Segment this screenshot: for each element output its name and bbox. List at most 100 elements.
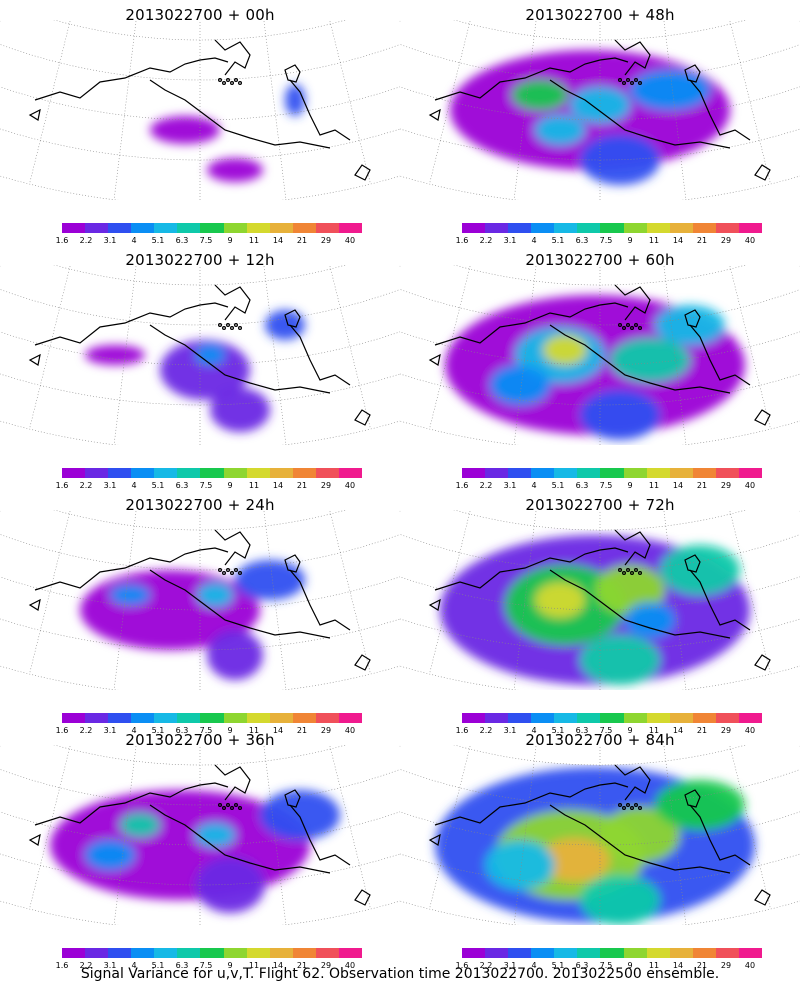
longitude-line [329, 265, 371, 430]
color-scale-swatch [646, 948, 670, 958]
color-scale-tick-label: 5.1 [151, 726, 165, 735]
color-scale-tick-label: 7.5 [199, 961, 213, 970]
color-scale-swatch [200, 713, 224, 723]
coastline-west [28, 108, 41, 121]
coastline-north-asia [34, 57, 229, 101]
coastline-east [289, 569, 351, 631]
color-scale-tick-label: 29 [320, 961, 332, 970]
coastline-islet [230, 80, 235, 85]
longitude-line [0, 745, 1, 747]
longitude-line [0, 20, 1, 22]
coastline-islet [226, 77, 231, 82]
coastline-island [284, 309, 301, 328]
map-panel-12h: 2013022700 + 12h 1.6 2.2 3.1 4 5.1 6.3 7.5 9 11 1… [0, 245, 400, 490]
coastline-islet [222, 805, 227, 810]
coastline-islet [638, 805, 643, 810]
color-scale-swatch [223, 713, 247, 723]
color-scale-ticks: 1.6 2.2 3.1 4 5.1 6.3 7.5 9 11 14 21 29 40 [456, 961, 762, 971]
color-scale-swatch [692, 468, 716, 478]
coastline [428, 764, 771, 906]
variance-contour [197, 583, 233, 607]
color-scale-swatch [269, 713, 293, 723]
color-scale-swatch [246, 468, 270, 478]
latitude-line [400, 769, 800, 806]
coastline-arctic-islands [614, 529, 651, 566]
coastline-east [689, 79, 751, 141]
coastline-islet [626, 322, 631, 327]
coastline-islet [222, 325, 227, 330]
panel-title: 2013022700 + 48h [525, 6, 675, 24]
color-scale-tick-label: 9 [227, 726, 233, 735]
color-scale-tick-label: 4 [131, 481, 137, 490]
coastline-east [289, 79, 351, 141]
color-scale-swatch [577, 948, 601, 958]
color-scale-tick-label: 1.6 [455, 726, 469, 735]
color-scale-tick-label: 40 [344, 481, 356, 490]
color-scale-swatch [462, 713, 486, 723]
color-scale-swatch [315, 223, 339, 233]
color-scale-tick-label: 2.2 [79, 481, 93, 490]
coastline-west [28, 833, 41, 846]
coastline [428, 284, 771, 426]
color-scale-tick-label: 40 [744, 481, 756, 490]
latitude-line [400, 534, 800, 571]
coastline-south-east [354, 889, 371, 906]
color-scale-tick-label: 40 [744, 961, 756, 970]
color-scale-tick-label: 4 [531, 481, 537, 490]
variance-contour [490, 365, 550, 405]
color-scale-bar [462, 948, 763, 958]
color-scale-tick-label: 5.1 [551, 236, 565, 245]
graticule [0, 745, 400, 925]
longitude-line [399, 265, 400, 267]
color-scale-swatch [646, 223, 670, 233]
color-scale-swatch [669, 468, 693, 478]
color-scale-tick-label: 6.3 [175, 961, 189, 970]
coastline-mid [149, 804, 331, 874]
coastline-south-east [754, 409, 771, 426]
coastline-mid [149, 324, 331, 394]
signal-variance-map [400, 265, 800, 445]
color-scale-swatch [531, 468, 555, 478]
coastline-east [689, 804, 751, 866]
color-scale-tick-label: 5.1 [151, 961, 165, 970]
variance-contour [195, 823, 235, 847]
color-scale-bar [462, 713, 763, 723]
coastline-islet [230, 325, 235, 330]
color-scale-swatch [154, 713, 178, 723]
color-scale-tick-label: 14 [672, 961, 684, 970]
color-scale-tick-label: 21 [696, 481, 708, 490]
color-scale-swatch [623, 713, 647, 723]
signal-variance-map [0, 265, 400, 445]
color-scale-ticks: 1.6 2.2 3.1 4 5.1 6.3 7.5 9 11 14 21 29 40 [56, 726, 362, 736]
color-scale-swatch [692, 713, 716, 723]
color-scale-tick-label: 9 [627, 481, 633, 490]
signal-variance-map [400, 20, 800, 200]
color-scale-swatch [692, 948, 716, 958]
variance-contour [535, 582, 585, 618]
coastline-islet [238, 325, 243, 330]
variance-contour [580, 875, 660, 925]
color-scale-tick-label: 40 [744, 726, 756, 735]
color-scale-swatch [623, 468, 647, 478]
panel-title: 2013022700 + 12h [125, 251, 275, 269]
color-scale-tick-label: 1.6 [455, 481, 469, 490]
color-scale-tick-label: 4 [131, 726, 137, 735]
color-scale-swatch [338, 468, 363, 478]
color-scale-tick-label: 1.6 [55, 726, 69, 735]
color-scale-tick-label: 21 [296, 236, 308, 245]
color-scale-tick-label: 4 [131, 236, 137, 245]
color-scale-swatch [646, 713, 670, 723]
graticule [400, 745, 800, 925]
color-scale-swatch [223, 468, 247, 478]
variance-field [80, 560, 305, 680]
coastline [28, 529, 371, 671]
variance-contour [512, 80, 568, 110]
variance-field [50, 790, 340, 913]
coastline-islet [622, 805, 627, 810]
coastline-west [428, 598, 441, 611]
color-scale-swatch [669, 713, 693, 723]
color-scale-tick-label: 6.3 [175, 726, 189, 735]
color-scale-swatch [108, 713, 132, 723]
variance-contour [85, 345, 145, 365]
coastline-arctic-islands [214, 764, 251, 801]
